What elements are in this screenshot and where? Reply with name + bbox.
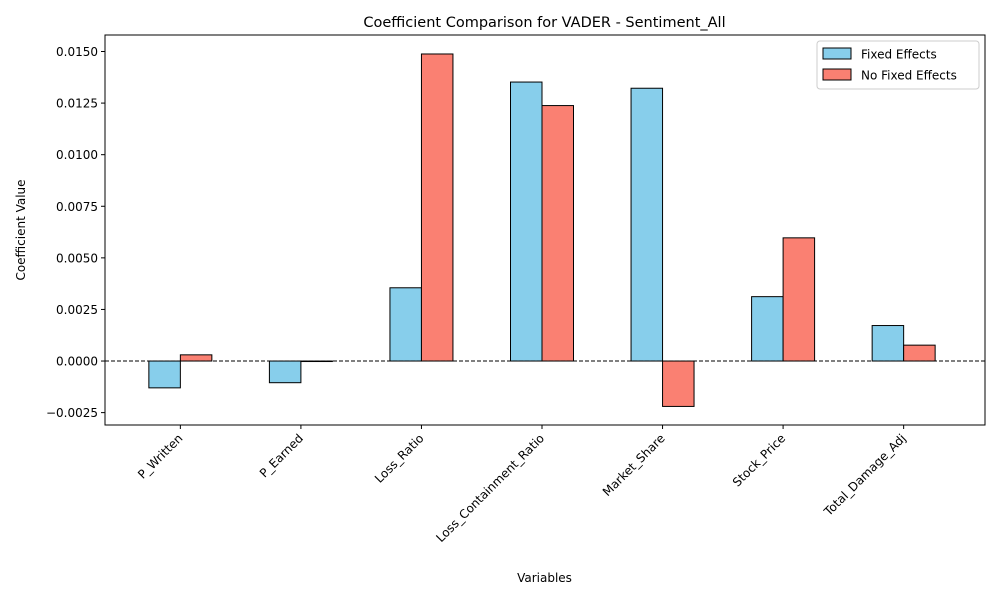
y-tick-label: 0.0150 (56, 45, 98, 59)
y-tick-label: 0.0025 (56, 303, 98, 317)
y-tick-label: 0.0125 (56, 97, 98, 111)
legend-label-no-fixed-effects: No Fixed Effects (861, 69, 957, 83)
legend-swatch-fixed-effects (822, 47, 852, 60)
y-axis-label: Coefficient Value (14, 179, 28, 280)
bar-fixed-effects-p-written (148, 360, 181, 389)
bars-group (148, 53, 936, 407)
legend: Fixed Effects No Fixed Effects (816, 40, 980, 90)
bar-no-fixed-effects-market-share (662, 360, 695, 407)
y-tick-label: 0.0000 (56, 355, 98, 369)
bar-fixed-effects-stock-price (751, 296, 784, 362)
bar-fixed-effects-total-damage-adj (871, 325, 905, 362)
plot-frame (104, 34, 986, 426)
x-tick-label: Stock_Price (730, 431, 788, 489)
bar-fixed-effects-loss-ratio (389, 287, 422, 362)
y-axis-ticks: −0.0025 0.0000 0.0025 0.0050 0.0075 0.0100 0.0… (46, 45, 105, 420)
bar-fixed-effects-loss-containment-ratio (510, 81, 543, 362)
x-tick-label: Total_Damage_Adj (821, 431, 909, 519)
bar-no-fixed-effects-total-damage-adj (903, 344, 936, 362)
legend-swatch-no-fixed-effects (822, 68, 852, 81)
x-axis-label: Variables (517, 571, 572, 585)
x-tick-label: Market_Share (600, 431, 668, 499)
y-tick-label: 0.0100 (56, 148, 98, 162)
y-tick-label: 0.0050 (56, 251, 98, 265)
x-tick-label: P_Earned (257, 431, 306, 480)
x-tick-label: P_Written (135, 431, 185, 481)
bar-fixed-effects-market-share (630, 87, 664, 362)
x-tick-label: Loss_Containment_Ratio (433, 431, 547, 545)
bar-no-fixed-effects-p-written (179, 354, 213, 362)
x-tick-label: Loss_Ratio (372, 431, 427, 486)
legend-box (816, 40, 980, 90)
bar-no-fixed-effects-loss-ratio (420, 53, 454, 362)
bar-no-fixed-effects-stock-price (782, 237, 816, 362)
legend-label-fixed-effects: Fixed Effects (861, 48, 937, 62)
bar-fixed-effects-p-earned (268, 360, 302, 384)
y-tick-label: 0.0075 (56, 200, 98, 214)
bar-no-fixed-effects-loss-containment-ratio (541, 105, 574, 362)
chart-title: Coefficient Comparison for VADER - Senti… (363, 15, 725, 31)
y-tick-label: −0.0025 (46, 406, 98, 420)
x-axis-ticks: P_Written P_Earned Loss_Ratio Loss_Containm… (135, 425, 909, 545)
